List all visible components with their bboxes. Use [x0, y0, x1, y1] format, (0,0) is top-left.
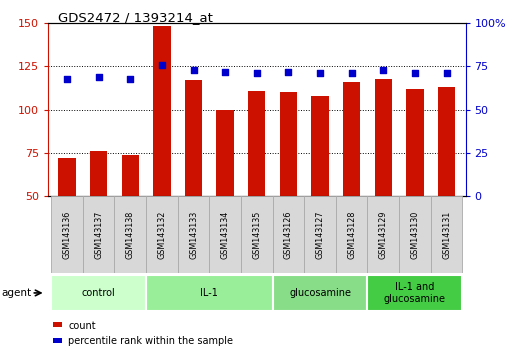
Text: control: control	[82, 288, 115, 298]
Bar	[367, 275, 462, 311]
Bar	[83, 196, 114, 273]
Text: GSM143127: GSM143127	[315, 210, 324, 259]
Bar	[177, 196, 209, 273]
Point	[410, 70, 418, 76]
Bar	[146, 275, 272, 311]
Bar	[430, 196, 462, 273]
Bar	[247, 91, 265, 196]
Text: GSM143136: GSM143136	[63, 210, 71, 259]
Text: glucosamine: glucosamine	[288, 288, 350, 298]
Text: GSM143135: GSM143135	[252, 210, 261, 259]
Point	[158, 62, 166, 68]
Bar	[184, 80, 202, 196]
Bar	[240, 196, 272, 273]
Bar	[367, 196, 398, 273]
Point	[347, 70, 355, 76]
Bar	[374, 79, 391, 196]
Bar	[342, 82, 360, 196]
Text: GSM143130: GSM143130	[410, 210, 419, 259]
Point	[315, 70, 324, 76]
Bar	[58, 158, 76, 196]
Text: GSM143126: GSM143126	[283, 210, 292, 259]
Bar	[90, 152, 107, 196]
Bar	[272, 196, 304, 273]
Text: IL-1: IL-1	[200, 288, 218, 298]
Bar	[304, 196, 335, 273]
Point	[379, 67, 387, 73]
Text: count: count	[68, 320, 96, 331]
Bar	[311, 96, 328, 196]
Bar	[121, 155, 139, 196]
Bar	[279, 92, 296, 196]
Bar	[335, 196, 367, 273]
Bar	[209, 196, 240, 273]
Point	[221, 69, 229, 74]
Point	[252, 70, 261, 76]
Bar	[53, 338, 62, 343]
Text: IL-1 and
glucosamine: IL-1 and glucosamine	[383, 282, 445, 304]
Text: GSM143129: GSM143129	[378, 210, 387, 259]
Text: GSM143132: GSM143132	[157, 210, 166, 259]
Text: GSM143137: GSM143137	[94, 210, 103, 259]
Bar	[53, 322, 62, 327]
Point	[284, 69, 292, 74]
Point	[189, 67, 197, 73]
Bar	[406, 89, 423, 196]
Text: GSM143134: GSM143134	[220, 210, 229, 259]
Text: GDS2472 / 1393214_at: GDS2472 / 1393214_at	[58, 11, 213, 24]
Text: GSM143133: GSM143133	[189, 210, 197, 259]
Point	[94, 74, 103, 80]
Bar	[398, 196, 430, 273]
Text: GSM143131: GSM143131	[441, 210, 450, 259]
Bar	[437, 87, 454, 196]
Bar	[51, 196, 83, 273]
Bar	[51, 275, 146, 311]
Point	[63, 76, 71, 81]
Bar	[216, 110, 233, 196]
Text: percentile rank within the sample: percentile rank within the sample	[68, 336, 233, 347]
Point	[441, 70, 450, 76]
Bar	[146, 196, 177, 273]
Bar	[272, 275, 367, 311]
Bar	[114, 196, 146, 273]
Text: agent: agent	[2, 288, 32, 298]
Text: GSM143128: GSM143128	[346, 210, 356, 259]
Bar	[153, 27, 170, 196]
Text: GSM143138: GSM143138	[126, 210, 134, 259]
Point	[126, 76, 134, 81]
